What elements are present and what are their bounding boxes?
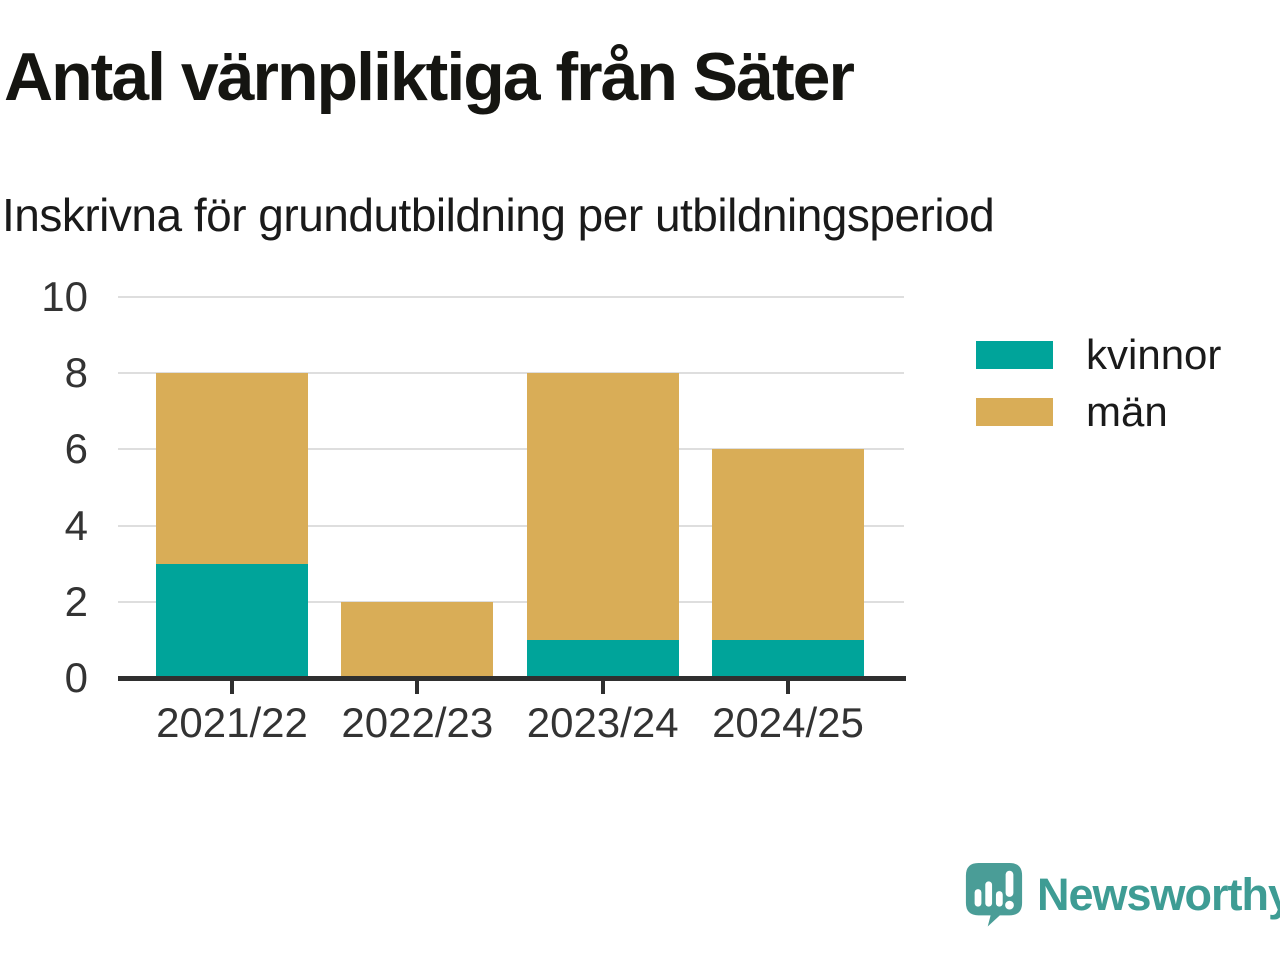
legend-label-man: män [1086, 388, 1168, 435]
x-tick-label-2022/23: 2022/23 [341, 699, 494, 746]
bar-segment-kvinnor-2023/24 [526, 639, 679, 678]
legend-label-kvinnor: kvinnor [1086, 331, 1222, 378]
y-tick-label-2: 2 [64, 577, 88, 625]
x-tick-2022/23 [415, 681, 420, 694]
bar-segment-män-2024/25 [711, 449, 864, 640]
bar-segment-män-2023/24 [526, 373, 679, 640]
newsworthy-wordmark: Newsworthy [1037, 868, 1280, 920]
chart-title: Antal värnpliktiga från Säter [4, 39, 855, 115]
newsworthy-branding: Newsworthy [963, 860, 1280, 928]
x-axis-line [118, 676, 906, 681]
bar-segment-män-2022/23 [341, 601, 494, 678]
legend-swatch-man [976, 398, 1053, 426]
x-tick-2024/25 [785, 681, 790, 694]
legend: kvinnor män [976, 334, 1221, 455]
x-tick-2021/22 [230, 681, 234, 694]
plot-area [118, 296, 904, 678]
gridline-y-8 [118, 372, 904, 375]
legend-swatch-kvinnor [976, 341, 1053, 369]
chart-subtitle: Inskrivna för grundutbildning per utbild… [2, 189, 995, 241]
y-tick-label-0: 0 [64, 654, 88, 701]
x-tick-label-2023/24: 2023/24 [526, 699, 679, 746]
gridline-y-10 [118, 296, 904, 298]
y-tick-label-6: 6 [64, 425, 88, 473]
newsworthy-logo-icon [965, 863, 1023, 927]
gridline-y-2 [118, 600, 904, 603]
y-tick-label-10: 10 [41, 273, 88, 320]
bar-segment-män-2021/22 [156, 373, 308, 564]
legend-item-kvinnor: kvinnor [976, 334, 1221, 376]
x-tick-2023/24 [600, 681, 605, 694]
bar-segment-kvinnor-2021/22 [156, 563, 308, 678]
x-tick-label-2024/25: 2024/25 [712, 699, 864, 746]
gridline-y-6 [118, 448, 904, 451]
y-tick-label-4: 4 [64, 501, 88, 549]
bar-segment-kvinnor-2024/25 [711, 639, 864, 678]
legend-item-man: män [976, 391, 1221, 433]
y-tick-label-8: 8 [64, 349, 88, 397]
x-tick-label-2021/22: 2021/22 [156, 699, 308, 746]
gridline-y-4 [118, 524, 904, 527]
